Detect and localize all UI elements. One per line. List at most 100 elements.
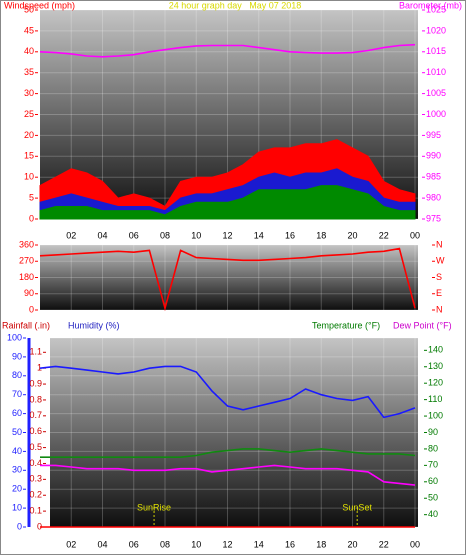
x-tick-label: 18 (316, 230, 326, 240)
y-tick-label: 50 (12, 427, 22, 437)
y-tick-label: 20 (24, 130, 34, 140)
line (39, 247, 416, 312)
y-tick-label: N (436, 304, 443, 314)
x-tick-label: 20 (347, 539, 357, 549)
y-tick-label: 40 (428, 509, 438, 519)
y-tick-label: 0.3 (29, 474, 42, 484)
x-tick-label: 04 (97, 539, 107, 549)
y-tick-label: E (436, 288, 442, 298)
y-tick-label: 360 (19, 239, 34, 249)
y-tick-label: S (436, 272, 442, 282)
x-tick-label: 16 (285, 230, 295, 240)
y-tick-label: N (436, 239, 443, 249)
y-tick-label: 1005 (426, 88, 446, 98)
y-tick-label: 0.7 (29, 410, 42, 420)
x-tick-label: 06 (129, 539, 139, 549)
y3-axis-title: Rainfall (.in) (2, 320, 50, 330)
y-tick-label: 1.1 (29, 347, 42, 357)
x-tick-label: 18 (316, 539, 326, 549)
y-tick-label: 0 (37, 521, 42, 531)
line (39, 43, 416, 58)
y-tick-label: 0.1 (29, 505, 42, 515)
x-tick-label: 22 (379, 539, 389, 549)
y-tick-label: 990 (426, 151, 441, 161)
y-tick-label: 60 (12, 408, 22, 418)
chart-title: 24 hour graph day May 07 2018 (169, 0, 302, 10)
x-tick-label: 08 (160, 230, 170, 240)
y-axis-title: Windspeed (mph) (4, 0, 75, 10)
y-tick-label: 1010 (426, 67, 446, 77)
x-tick-label: 04 (97, 230, 107, 240)
y-tick-label: 0.5 (29, 442, 42, 452)
y-tick-label: 50 (24, 4, 34, 14)
x-tick-label: 00 (410, 230, 420, 240)
annotation-label: SunSet (342, 502, 372, 512)
y-tick-label: 0 (17, 521, 22, 531)
line (40, 464, 416, 486)
y-tick-label: 130 (428, 361, 443, 371)
line (40, 448, 416, 458)
y-tick-label: 1025 (426, 4, 446, 14)
y-tick-label: 90 (428, 427, 438, 437)
y-tick-label: 80 (12, 370, 22, 380)
y-tick-label: 140 (428, 345, 443, 355)
plot-area (40, 245, 418, 310)
y-tick-label: W (436, 256, 445, 266)
y2-axis-title: Dew Point (°F) (393, 320, 452, 330)
y-tick-label: 10 (24, 172, 34, 182)
y-tick-label: 0.4 (29, 458, 42, 468)
y2-axis-title: Barometer (mb) (399, 0, 462, 10)
y2-axis-title: Temperature (°F) (312, 320, 380, 330)
y-tick-label: 25 (24, 109, 34, 119)
y-tick-label: 5 (29, 192, 34, 202)
y-tick-label: 975 (426, 213, 441, 223)
y-tick-label: 15 (24, 151, 34, 161)
x-tick-label: 00 (410, 539, 420, 549)
y-tick-label: 0 (29, 304, 34, 314)
area (39, 185, 416, 220)
y-tick-label: 0.2 (29, 490, 42, 500)
x-tick-label: 08 (160, 539, 170, 549)
y-tick-label: 0.9 (29, 378, 42, 388)
y-tick-label: 120 (428, 378, 443, 388)
x-tick-label: 12 (222, 230, 232, 240)
x-tick-label: 16 (285, 539, 295, 549)
x-tick-label: 14 (254, 230, 264, 240)
y-tick-label: 45 (24, 25, 34, 35)
y-tick-label: 30 (12, 465, 22, 475)
y-tick-label: 90 (24, 288, 34, 298)
y-tick-label: 270 (19, 256, 34, 266)
y-tick-label: 1 (37, 363, 42, 373)
x-tick-label: 06 (129, 230, 139, 240)
y-tick-label: 0.8 (29, 394, 42, 404)
y-tick-label: 995 (426, 130, 441, 140)
y-tick-label: 110 (428, 394, 442, 404)
y-tick-label: 70 (12, 389, 22, 399)
y-tick-label: 20 (12, 484, 22, 494)
y-tick-label: 70 (428, 460, 438, 470)
x-tick-label: 02 (66, 230, 76, 240)
y-tick-label: 180 (19, 272, 34, 282)
y-tick-label: 35 (24, 67, 34, 77)
y-axis-title: Humidity (%) (68, 320, 120, 330)
x-tick-label: 10 (191, 230, 201, 240)
line (39, 365, 416, 419)
x-tick-label: 14 (254, 539, 264, 549)
y-tick-label: 90 (12, 351, 22, 361)
y-tick-label: 50 (428, 493, 438, 503)
x-tick-label: 22 (379, 230, 389, 240)
y-tick-label: 985 (426, 172, 441, 182)
annotation-label: SunRise (137, 502, 171, 512)
y-tick-label: 1015 (426, 46, 446, 56)
y-tick-label: 980 (426, 192, 441, 202)
y-tick-label: 80 (428, 443, 438, 453)
y-tick-label: 0 (29, 213, 34, 223)
x-tick-label: 10 (191, 539, 201, 549)
y-tick-label: 1000 (426, 109, 446, 119)
x-tick-label: 20 (347, 230, 357, 240)
y-tick-label: 1020 (426, 25, 446, 35)
y-tick-label: 30 (24, 88, 34, 98)
x-tick-label: 12 (222, 539, 232, 549)
